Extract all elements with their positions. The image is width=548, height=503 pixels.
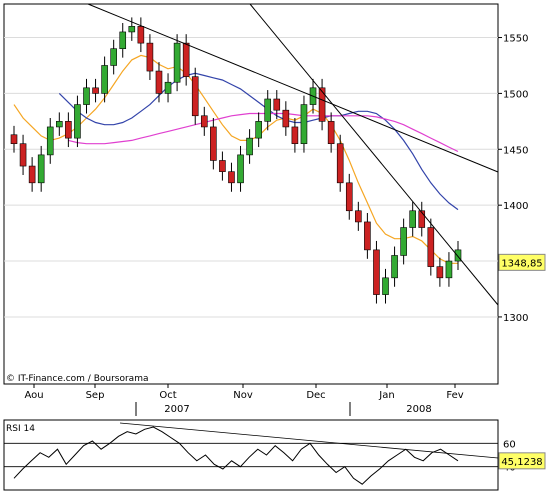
y-tick-label: 1300 (503, 313, 528, 324)
rsi-title: RSI 14 (6, 424, 35, 434)
candle-up (382, 277, 389, 295)
candle-up (119, 31, 127, 50)
candle-down (146, 42, 154, 72)
candle-down (291, 126, 299, 145)
candle-down (364, 221, 371, 251)
y-tick-label: 1500 (503, 89, 528, 100)
y-tick-label: 1550 (503, 34, 528, 45)
candle-down (327, 121, 335, 145)
candle-down (373, 249, 380, 295)
rsi-trendline (119, 422, 499, 459)
candle-up (110, 48, 117, 66)
moving-average-line (13, 54, 458, 264)
candle-down (355, 210, 362, 223)
candle-up (46, 126, 54, 156)
moving-average-line (58, 72, 459, 211)
x-tick-label: Nov (233, 390, 253, 401)
candle-down (436, 266, 444, 279)
x-tick-label: Sep (86, 390, 105, 401)
trendline (87, 3, 499, 173)
candle-down (28, 165, 36, 184)
rsi-line (13, 426, 459, 485)
rsi-last-value-label: 45,1238 (501, 457, 542, 468)
candle-up (101, 65, 108, 94)
candle-up (445, 260, 453, 279)
last-price-box (498, 253, 546, 271)
trendline (249, 3, 499, 306)
candle-down (318, 87, 326, 122)
x-tick-label: Oct (159, 390, 176, 401)
rsi-last-value-box (498, 452, 546, 470)
x-tick-label: Jan (378, 390, 394, 401)
candle-up (37, 154, 45, 184)
rsi-tick-label: 60 (503, 439, 516, 450)
candle-up (409, 210, 416, 228)
candle-down (219, 160, 226, 172)
candle-up (391, 255, 398, 279)
year-label: 2008 (406, 404, 431, 415)
candle-up (237, 154, 244, 184)
candle-up (264, 98, 272, 122)
candle-up (246, 137, 253, 156)
candle-down (228, 171, 235, 184)
candle-down (418, 210, 426, 228)
candle-up (56, 121, 63, 128)
candle-up (300, 104, 308, 145)
moving-average-line (68, 112, 459, 153)
x-tick-label: Aou (24, 390, 43, 401)
candle-down (65, 121, 72, 139)
candle-down (273, 98, 281, 111)
candle-down (137, 26, 145, 44)
candle-up (173, 42, 181, 83)
candle-down (182, 42, 190, 77)
candle-up (128, 26, 136, 33)
y-tick-label: 1400 (503, 201, 528, 212)
candle-down (191, 76, 199, 117)
candle-down (200, 115, 208, 128)
candle-up (83, 87, 90, 105)
x-tick-label: Dec (306, 390, 325, 401)
y-tick-label: 1450 (503, 145, 528, 156)
candle-down (155, 70, 163, 94)
last-price-label: 1348,85 (501, 258, 542, 269)
source-credit: © IT-Finance.com / Boursorama (6, 374, 148, 384)
candle-down (345, 182, 353, 212)
candle-up (400, 227, 407, 256)
candle-up (164, 81, 172, 94)
candle-up (74, 104, 81, 139)
candle-down (282, 109, 290, 128)
year-label: 2007 (164, 404, 189, 415)
candle-down (19, 143, 27, 167)
price-plot-frame (3, 3, 499, 385)
candle-down (427, 227, 435, 267)
x-tick-label: Fev (446, 390, 463, 401)
candle-down (10, 134, 18, 145)
candle-up (255, 121, 262, 139)
candle-down (210, 126, 217, 161)
candle-up (454, 249, 462, 262)
candle-down (92, 87, 99, 94)
candle-down (336, 143, 344, 184)
